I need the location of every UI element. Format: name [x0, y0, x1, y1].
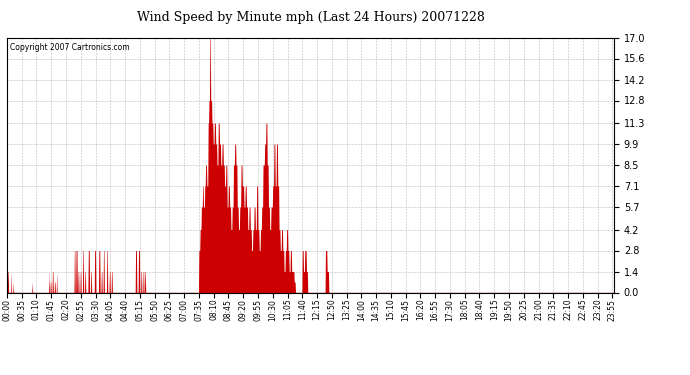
Text: Wind Speed by Minute mph (Last 24 Hours) 20071228: Wind Speed by Minute mph (Last 24 Hours)…	[137, 11, 484, 24]
Text: Copyright 2007 Cartronics.com: Copyright 2007 Cartronics.com	[10, 43, 130, 52]
